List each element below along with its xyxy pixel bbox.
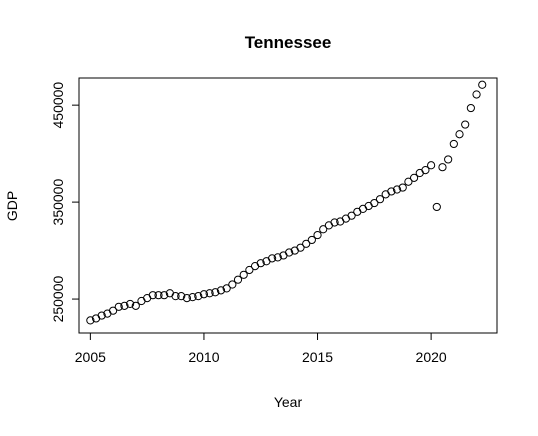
data-point	[211, 288, 220, 297]
data-point	[370, 198, 379, 208]
data-point	[455, 130, 464, 139]
data-point	[160, 291, 169, 300]
y-tick-label: 450000	[50, 82, 66, 129]
data-point	[421, 166, 430, 175]
data-point	[296, 243, 305, 252]
data-point	[126, 299, 135, 309]
data-point	[199, 290, 209, 299]
y-tick-label: 250000	[50, 275, 66, 322]
data-point	[285, 248, 294, 257]
data-point	[239, 270, 248, 279]
data-point	[97, 311, 106, 320]
data-point	[409, 173, 419, 182]
data-point	[461, 120, 470, 129]
data-point	[432, 202, 441, 212]
data-point	[233, 275, 243, 284]
x-axis: 2005 2010 2015 2020	[75, 332, 447, 365]
data-point	[256, 259, 265, 268]
data-point	[131, 301, 140, 310]
plot-frame	[78, 77, 498, 334]
y-axis: 250000 350000 450000	[50, 82, 80, 322]
x-tick-label: 2005	[75, 349, 106, 365]
data-point	[177, 292, 186, 301]
data-point	[120, 301, 129, 310]
data-point	[228, 280, 237, 289]
data-point	[108, 306, 118, 315]
x-tick-label: 2010	[188, 349, 219, 365]
data-point	[194, 292, 203, 301]
x-axis-label: Year	[274, 394, 303, 410]
data-point	[375, 195, 385, 204]
data-point	[330, 218, 339, 227]
data-point	[398, 183, 407, 192]
data-points	[86, 80, 487, 325]
data-point	[222, 284, 231, 293]
data-point	[427, 161, 436, 170]
data-point	[472, 90, 481, 99]
data-point	[86, 316, 95, 325]
data-point	[148, 291, 157, 300]
data-point	[444, 155, 453, 164]
data-point	[478, 80, 487, 89]
data-point	[188, 293, 197, 302]
y-tick-label: 350000	[50, 179, 66, 226]
data-point	[171, 292, 180, 301]
x-tick-label: 2015	[302, 349, 333, 365]
data-point	[319, 225, 328, 234]
data-point	[154, 291, 163, 300]
data-point	[466, 103, 475, 113]
data-point	[114, 302, 123, 311]
data-point	[438, 163, 447, 172]
data-point	[216, 286, 226, 295]
plot-area	[78, 77, 498, 334]
data-point	[267, 254, 277, 263]
data-point	[387, 187, 396, 196]
data-point	[449, 139, 458, 149]
data-point	[313, 230, 322, 240]
data-point	[404, 177, 413, 186]
data-point	[273, 253, 282, 262]
data-point	[182, 293, 192, 303]
data-point	[302, 239, 311, 248]
x-tick-label: 2020	[416, 349, 447, 365]
data-point	[392, 185, 402, 194]
data-point	[307, 235, 316, 245]
y-axis-label: GDP	[4, 191, 20, 221]
chart-title: Tennessee	[245, 33, 332, 52]
data-point	[245, 265, 254, 275]
data-point	[347, 211, 356, 220]
data-point	[205, 289, 214, 298]
